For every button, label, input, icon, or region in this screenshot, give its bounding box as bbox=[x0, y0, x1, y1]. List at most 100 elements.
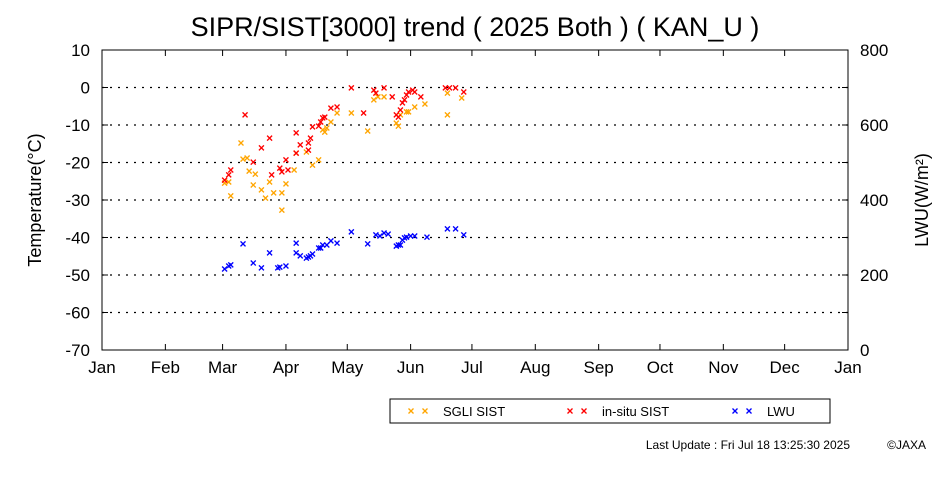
x-tick-label: Oct bbox=[647, 358, 674, 377]
data-point-lwu bbox=[315, 245, 322, 251]
marker-stroke bbox=[411, 104, 418, 110]
marker-stroke bbox=[242, 111, 249, 118]
marker-stroke bbox=[244, 155, 251, 161]
data-marks bbox=[221, 84, 467, 272]
series-in-situ-sist bbox=[221, 84, 467, 184]
data-point-sgli-sist bbox=[258, 186, 265, 193]
marker-stroke bbox=[293, 129, 300, 136]
data-point-sgli-sist bbox=[323, 125, 330, 131]
legend-item-in-situ-sist: in-situ SIST bbox=[567, 404, 669, 419]
y2-tick-label: 0 bbox=[860, 341, 869, 360]
marker-stroke bbox=[221, 266, 228, 272]
data-point-lwu bbox=[403, 234, 410, 241]
marker-stroke bbox=[364, 240, 371, 247]
data-point-lwu bbox=[227, 261, 234, 268]
marker-stroke bbox=[444, 111, 451, 118]
legend: SGLI SIST in-situ SIST LWU bbox=[389, 398, 831, 424]
data-point-sgli-sist bbox=[315, 156, 322, 163]
legend-marker bbox=[732, 408, 738, 414]
data-point-sgli-sist bbox=[393, 120, 400, 127]
marker-stroke bbox=[225, 179, 232, 185]
x-tick-label: Mar bbox=[208, 358, 238, 377]
marker-stroke bbox=[309, 123, 316, 130]
marker-stroke bbox=[307, 135, 314, 142]
data-point-sgli-sist bbox=[395, 123, 402, 130]
x-tick-label: Jan bbox=[834, 358, 861, 377]
data-point-in-situ-sist bbox=[305, 140, 312, 146]
marker-stroke bbox=[746, 408, 752, 414]
data-point-in-situ-sist bbox=[381, 84, 388, 91]
data-point-in-situ-sist bbox=[334, 104, 341, 110]
data-point-lwu bbox=[460, 231, 467, 238]
data-point-lwu bbox=[372, 231, 379, 238]
marker-stroke bbox=[334, 104, 341, 110]
data-point-in-situ-sist bbox=[348, 84, 355, 91]
series-sgli-sist bbox=[221, 90, 465, 214]
marker-stroke bbox=[424, 234, 430, 241]
marker-stroke bbox=[238, 140, 244, 146]
data-point-in-situ-sist bbox=[276, 165, 283, 172]
x-axis: Jan Feb Mar Apr May Jun Jul Aug Sep Oct Nov Dec Jan bbox=[88, 50, 862, 377]
data-point-in-situ-sist bbox=[317, 119, 324, 125]
marker-stroke bbox=[276, 264, 283, 271]
data-point-in-situ-sist bbox=[315, 123, 322, 130]
data-point-in-situ-sist bbox=[293, 129, 300, 136]
marker-stroke bbox=[405, 108, 412, 115]
y-tick-label: -30 bbox=[65, 191, 90, 210]
data-point-in-situ-sist bbox=[285, 167, 291, 173]
data-point-sgli-sist bbox=[262, 195, 269, 202]
marker-stroke bbox=[227, 261, 234, 268]
legend-marker bbox=[567, 408, 573, 414]
data-point-lwu bbox=[276, 264, 283, 271]
marker-stroke bbox=[348, 84, 355, 91]
marker-stroke bbox=[309, 162, 316, 169]
marker-stroke bbox=[309, 251, 316, 257]
marker-stroke bbox=[258, 264, 265, 271]
data-point-lwu bbox=[266, 249, 273, 256]
data-point-sgli-sist bbox=[270, 189, 277, 196]
legend-marker bbox=[581, 408, 587, 414]
data-point-lwu bbox=[444, 225, 451, 232]
data-point-lwu bbox=[334, 240, 341, 247]
data-point-in-situ-sist bbox=[268, 171, 275, 178]
data-point-sgli-sist bbox=[244, 155, 251, 161]
marker-stroke bbox=[282, 180, 289, 187]
marker-stroke bbox=[348, 228, 355, 235]
x-tick-label: Feb bbox=[151, 358, 180, 377]
data-point-in-situ-sist bbox=[460, 89, 467, 95]
marker-stroke bbox=[327, 105, 334, 112]
marker-stroke bbox=[397, 107, 404, 113]
marker-stroke bbox=[460, 89, 467, 95]
data-point-lwu bbox=[385, 231, 392, 238]
data-point-in-situ-sist bbox=[282, 156, 289, 163]
data-point-sgli-sist bbox=[240, 156, 246, 163]
marker-stroke bbox=[266, 249, 273, 256]
marker-stroke bbox=[291, 167, 298, 173]
marker-stroke bbox=[417, 93, 424, 100]
marker-stroke bbox=[372, 231, 379, 238]
marker-stroke bbox=[297, 252, 304, 259]
data-point-lwu bbox=[250, 260, 257, 266]
data-point-lwu bbox=[297, 252, 304, 259]
data-point-lwu bbox=[364, 240, 371, 247]
y2-tick-label: 800 bbox=[860, 41, 888, 60]
marker-stroke bbox=[403, 92, 410, 98]
marker-stroke bbox=[317, 245, 324, 251]
data-point-in-situ-sist bbox=[327, 105, 334, 112]
data-point-in-situ-sist bbox=[397, 107, 404, 113]
marker-stroke bbox=[258, 186, 265, 193]
data-point-sgli-sist bbox=[250, 182, 257, 188]
marker-stroke bbox=[364, 128, 371, 134]
marker-stroke bbox=[293, 150, 300, 157]
marker-stroke bbox=[408, 408, 414, 414]
data-point-lwu bbox=[377, 233, 383, 239]
data-point-in-situ-sist bbox=[417, 93, 424, 100]
x-tick-label: Jul bbox=[461, 358, 483, 377]
legend-marker bbox=[422, 408, 428, 414]
data-point-lwu bbox=[293, 240, 300, 247]
marker-stroke bbox=[315, 123, 322, 130]
marker-stroke bbox=[305, 140, 312, 146]
data-point-in-situ-sist bbox=[411, 89, 418, 95]
marker-stroke bbox=[321, 114, 328, 121]
data-point-sgli-sist bbox=[403, 108, 410, 115]
